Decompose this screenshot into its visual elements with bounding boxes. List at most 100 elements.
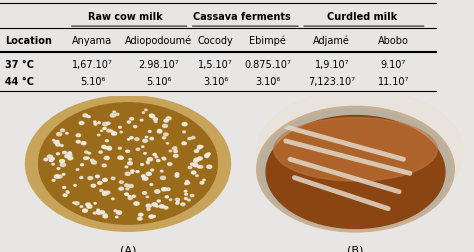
Circle shape xyxy=(131,172,133,173)
Circle shape xyxy=(137,217,142,220)
Circle shape xyxy=(160,170,163,172)
Circle shape xyxy=(84,151,88,153)
Circle shape xyxy=(56,153,59,155)
Circle shape xyxy=(141,164,144,165)
Circle shape xyxy=(146,205,149,206)
Text: Anyama: Anyama xyxy=(73,36,112,46)
Circle shape xyxy=(149,215,154,218)
Circle shape xyxy=(194,160,198,162)
Text: 2.98.10⁷: 2.98.10⁷ xyxy=(138,60,179,70)
Circle shape xyxy=(116,113,119,115)
Circle shape xyxy=(166,117,171,120)
Circle shape xyxy=(110,114,115,117)
Circle shape xyxy=(65,155,70,158)
Circle shape xyxy=(184,190,187,192)
Circle shape xyxy=(146,172,151,175)
Circle shape xyxy=(146,136,147,138)
Circle shape xyxy=(175,175,179,177)
Text: Raw cow milk: Raw cow milk xyxy=(88,12,163,22)
Circle shape xyxy=(102,193,107,196)
Circle shape xyxy=(155,190,160,193)
Circle shape xyxy=(55,140,59,143)
Circle shape xyxy=(128,139,130,140)
Circle shape xyxy=(194,158,199,162)
Circle shape xyxy=(87,116,90,118)
Circle shape xyxy=(191,171,196,174)
Circle shape xyxy=(83,157,88,160)
Circle shape xyxy=(142,146,144,147)
Circle shape xyxy=(182,131,185,133)
Circle shape xyxy=(149,114,154,117)
Circle shape xyxy=(61,129,64,132)
Circle shape xyxy=(162,157,165,159)
Circle shape xyxy=(136,171,139,173)
Circle shape xyxy=(145,109,147,111)
Circle shape xyxy=(141,175,145,177)
Circle shape xyxy=(128,162,132,165)
Circle shape xyxy=(188,138,191,140)
Text: Location: Location xyxy=(5,36,52,46)
Circle shape xyxy=(199,166,203,168)
Text: 5.10⁶: 5.10⁶ xyxy=(80,77,105,87)
Circle shape xyxy=(191,136,195,139)
Circle shape xyxy=(79,121,84,124)
Circle shape xyxy=(128,195,131,197)
Circle shape xyxy=(169,199,172,200)
Circle shape xyxy=(148,131,151,132)
Circle shape xyxy=(94,203,96,204)
Circle shape xyxy=(105,191,110,194)
Circle shape xyxy=(111,177,115,180)
Circle shape xyxy=(132,196,135,197)
Circle shape xyxy=(150,138,154,140)
Circle shape xyxy=(98,181,102,184)
Circle shape xyxy=(57,168,60,169)
Circle shape xyxy=(94,123,97,125)
Circle shape xyxy=(91,184,96,187)
Circle shape xyxy=(153,215,155,217)
Circle shape xyxy=(119,187,123,190)
Circle shape xyxy=(103,127,106,130)
Circle shape xyxy=(49,159,53,162)
Circle shape xyxy=(147,208,150,210)
Circle shape xyxy=(82,142,85,144)
Circle shape xyxy=(76,169,79,170)
Circle shape xyxy=(56,143,60,146)
Circle shape xyxy=(67,192,69,193)
Text: 5.10⁶: 5.10⁶ xyxy=(146,77,172,87)
Text: (B): (B) xyxy=(347,245,364,252)
Circle shape xyxy=(103,191,107,194)
Circle shape xyxy=(76,134,81,137)
Circle shape xyxy=(82,142,86,145)
Circle shape xyxy=(157,200,160,202)
Circle shape xyxy=(200,146,203,148)
Circle shape xyxy=(53,139,55,141)
Circle shape xyxy=(147,162,149,164)
Circle shape xyxy=(63,194,67,197)
Circle shape xyxy=(197,148,200,150)
Circle shape xyxy=(143,139,147,142)
Circle shape xyxy=(102,145,106,148)
Circle shape xyxy=(198,166,200,168)
Circle shape xyxy=(151,169,154,171)
Circle shape xyxy=(117,211,121,214)
Circle shape xyxy=(143,192,146,194)
Circle shape xyxy=(140,119,143,121)
Circle shape xyxy=(61,145,63,146)
Circle shape xyxy=(67,153,72,156)
Circle shape xyxy=(165,196,168,198)
Text: Curdled milk: Curdled milk xyxy=(328,12,398,22)
Circle shape xyxy=(96,175,100,178)
Circle shape xyxy=(99,151,102,153)
Circle shape xyxy=(119,181,123,183)
Text: 0.875.10⁷: 0.875.10⁷ xyxy=(245,60,291,70)
Circle shape xyxy=(98,122,100,123)
Circle shape xyxy=(160,176,165,179)
Circle shape xyxy=(153,153,156,155)
Circle shape xyxy=(188,199,190,201)
Circle shape xyxy=(163,137,166,139)
Circle shape xyxy=(126,188,129,190)
Circle shape xyxy=(156,160,160,162)
Circle shape xyxy=(91,159,94,162)
Circle shape xyxy=(78,141,80,142)
Circle shape xyxy=(196,175,198,177)
